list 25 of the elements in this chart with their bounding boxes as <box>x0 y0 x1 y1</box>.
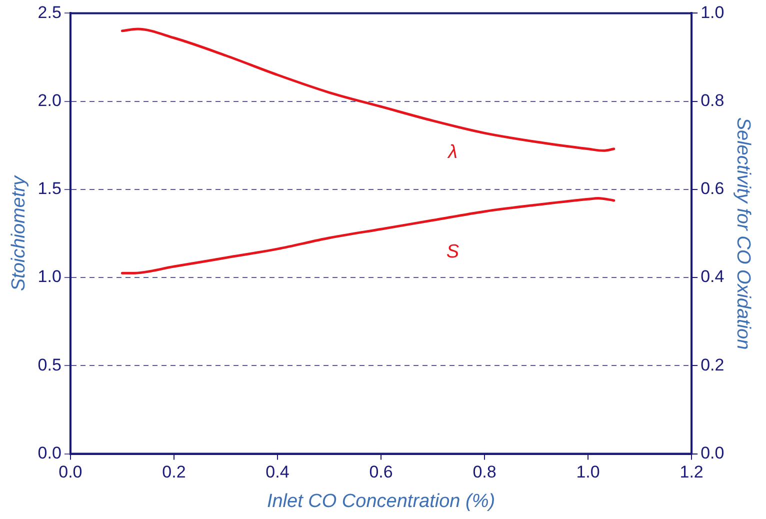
x-tick-label: 1.2 <box>680 462 704 482</box>
y-tick-label: 1.5 <box>38 179 62 198</box>
y-tick-label: 2.5 <box>38 2 62 22</box>
y-tick-label: 0.5 <box>38 355 62 374</box>
x-tick-label: 0.4 <box>266 462 290 482</box>
y-tick-label: 2.0 <box>38 91 62 110</box>
x-tick-label: 0.0 <box>58 462 82 482</box>
y2-tick-label: 0.8 <box>700 91 724 110</box>
y2-axis-title: Selectivity for CO Oxidation <box>732 117 754 350</box>
x-axis-title: Inlet CO Concentration (%) <box>266 490 496 512</box>
series-label: S <box>446 242 460 263</box>
x-tick-label: 0.2 <box>162 462 186 482</box>
x-tick-label: 1.0 <box>576 462 600 482</box>
y2-tick-label: 0.2 <box>700 355 724 374</box>
y-tick-label: 0.0 <box>38 443 62 462</box>
y2-tick-label: 0.4 <box>700 267 724 286</box>
line-series <box>120 197 616 274</box>
x-tick-label: 0.6 <box>369 462 393 482</box>
y-tick-label: 1.0 <box>38 267 62 286</box>
x-tick-label: 0.8 <box>472 462 496 482</box>
y-axis-title: Stoichiometry <box>8 174 30 292</box>
series-label: λ <box>447 142 458 163</box>
y2-tick-label: 0.6 <box>700 179 724 198</box>
y2-tick-label: 1.0 <box>700 2 724 22</box>
y2-tick-label: 0.0 <box>700 443 724 462</box>
